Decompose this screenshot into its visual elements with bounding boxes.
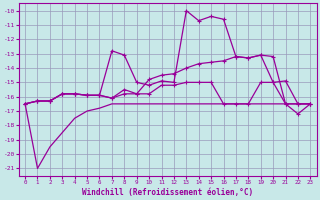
X-axis label: Windchill (Refroidissement éolien,°C): Windchill (Refroidissement éolien,°C)	[82, 188, 253, 197]
